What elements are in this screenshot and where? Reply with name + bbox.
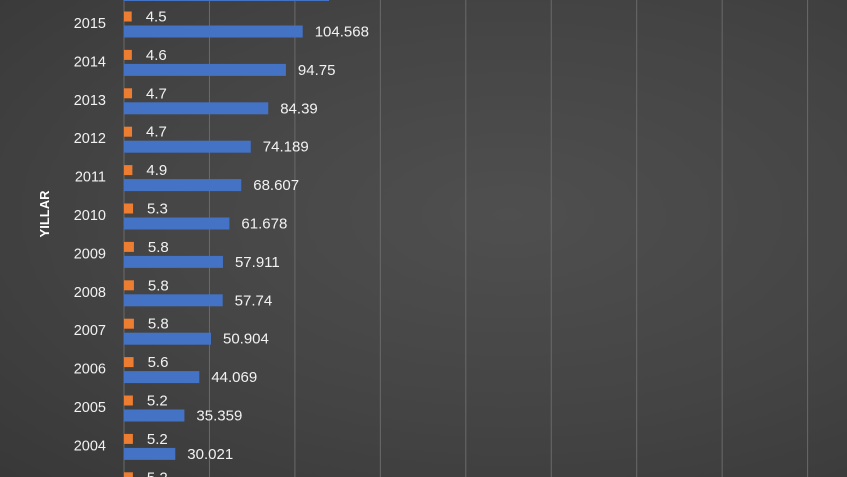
data-label: 4.9: [146, 162, 167, 179]
category-label: 2004: [74, 438, 106, 454]
bar-blue: [124, 255, 223, 268]
data-label: 5.2: [147, 469, 168, 477]
bar-orange: [124, 395, 133, 406]
data-label: 5.8: [148, 316, 169, 333]
bar-blue-cutoff: [124, 0, 329, 1]
bar-orange: [124, 357, 134, 368]
bar-blue: [124, 294, 223, 307]
bar-orange: [124, 126, 133, 137]
data-label: 104.568: [315, 24, 369, 41]
data-label: 5.2: [147, 431, 168, 448]
bar-orange: [124, 433, 133, 444]
data-label: 5.3: [147, 201, 168, 218]
data-label: 68.607: [253, 177, 299, 194]
data-label: 44.069: [211, 369, 257, 386]
bar-blue: [124, 102, 269, 115]
data-labels: 4.5 104.568 4.6 94.75 4.7 84.39 4.7 74.189 4.9 68…: [146, 9, 369, 477]
bar-blue: [124, 332, 211, 345]
bar-blue: [124, 217, 230, 230]
data-label: 61.678: [241, 216, 287, 233]
category-label: 2013: [74, 93, 106, 109]
data-label: 5.2: [147, 393, 168, 410]
bar-orange: [124, 11, 132, 22]
bar-orange: [124, 472, 133, 477]
data-label: 94.75: [298, 62, 336, 79]
category-label: 2005: [74, 400, 106, 416]
bar-orange: [124, 203, 134, 214]
category-label: 2015: [74, 16, 106, 32]
bar-blue: [124, 447, 176, 460]
data-label: 57.911: [235, 254, 280, 271]
bar-blue: [124, 179, 242, 192]
bar-orange: [124, 49, 132, 60]
data-label: 30.021: [187, 446, 233, 463]
category-labels: 2015 2014 2013 2012 2011 2010 2009 2008 2007 2006…: [74, 16, 106, 477]
bar-orange: [124, 241, 134, 252]
bar-blue: [124, 25, 303, 38]
bar-blue: [124, 409, 185, 422]
category-label: 2011: [75, 170, 106, 186]
bar-blue: [124, 140, 251, 153]
bar-blue: [124, 371, 200, 384]
bar-orange: [124, 88, 133, 99]
data-label: 5.8: [148, 239, 169, 256]
bars: [124, 0, 329, 477]
category-label: 2009: [74, 246, 106, 262]
data-label: 5.6: [148, 354, 169, 371]
gridlines: [123, 0, 809, 477]
bar-blue: [124, 63, 286, 76]
category-label: 2012: [74, 131, 106, 147]
bar-orange: [124, 318, 134, 329]
y-axis-title: YILLAR: [37, 190, 52, 238]
data-label: 5.8: [148, 277, 169, 294]
category-label: 2008: [74, 285, 106, 301]
data-label: 74.189: [263, 139, 309, 156]
category-label: 2010: [74, 208, 106, 224]
category-label: 2007: [74, 323, 106, 339]
data-label: 4.5: [146, 9, 167, 26]
data-label: 35.359: [196, 408, 242, 425]
category-label: 2006: [74, 362, 106, 378]
data-label: 4.7: [146, 124, 167, 141]
bar-orange: [124, 165, 133, 176]
bar-orange: [124, 280, 134, 291]
data-label: 57.74: [235, 292, 273, 309]
data-label: 50.904: [223, 331, 269, 348]
data-label: 4.7: [146, 85, 167, 102]
category-label: 2014: [74, 54, 106, 70]
data-label: 4.6: [146, 47, 167, 64]
data-label: 84.39: [280, 100, 318, 117]
